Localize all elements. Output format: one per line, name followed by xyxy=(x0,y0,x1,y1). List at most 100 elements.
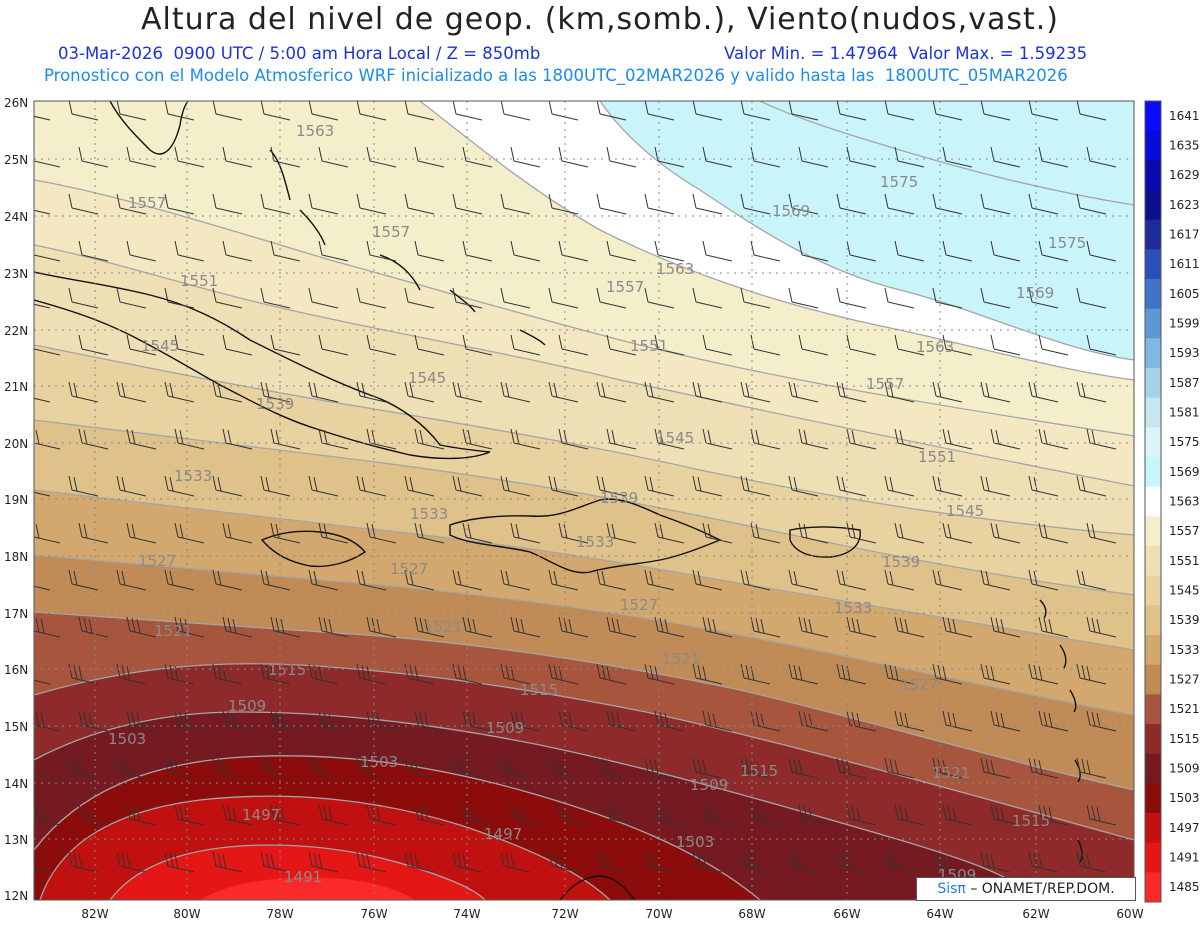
wind-barb xyxy=(34,805,61,826)
wind-barb xyxy=(452,475,483,497)
colorbar-swatch xyxy=(1145,635,1161,666)
wind-barb xyxy=(308,569,339,591)
colorbar-label: 1509 xyxy=(1169,762,1200,776)
bahamas-islands xyxy=(269,149,546,346)
contour-label: 1491 xyxy=(284,868,322,886)
wind-barb xyxy=(548,569,579,591)
contour-label: 1563 xyxy=(296,122,334,140)
wind-barb xyxy=(404,663,435,685)
wind-barb xyxy=(270,334,301,356)
wind-barb xyxy=(788,287,819,309)
wind-barb xyxy=(452,101,483,121)
wind-barb xyxy=(404,475,435,497)
wind-barb xyxy=(404,569,435,591)
wind-barb xyxy=(164,663,195,685)
wind-barb xyxy=(788,193,819,215)
wind-barb xyxy=(894,522,925,544)
wind-barb xyxy=(846,146,877,168)
wind-barb xyxy=(174,804,205,826)
colorbar-label: 1563 xyxy=(1169,495,1200,509)
wind-barb xyxy=(750,146,781,168)
wind-barb xyxy=(356,851,387,873)
contour-label: 1521 xyxy=(932,764,970,782)
wind-barb xyxy=(510,146,541,168)
wind-barb xyxy=(500,475,531,497)
wind-barb xyxy=(846,334,877,356)
contour-label: 1539 xyxy=(882,553,920,571)
wind-barb xyxy=(260,569,291,591)
wind-barb xyxy=(894,804,925,826)
wind-barb xyxy=(126,334,157,356)
contour-label: 1533 xyxy=(174,467,212,485)
wind-barb xyxy=(596,663,627,685)
wind-barb xyxy=(932,287,963,309)
colorbar-swatch xyxy=(1145,368,1161,399)
lat-label: 20N xyxy=(4,437,28,451)
wind-barb xyxy=(692,193,723,215)
wind-barb xyxy=(174,334,205,356)
colorbar-swatch xyxy=(1145,338,1161,369)
wind-barb xyxy=(270,804,301,826)
contour-label: 1515 xyxy=(268,661,306,679)
wind-barb xyxy=(884,851,915,873)
contour-label: 1497 xyxy=(484,825,522,843)
wind-barb xyxy=(644,757,675,779)
wind-barb xyxy=(1038,804,1069,826)
wind-barb xyxy=(798,428,829,450)
wind-barb xyxy=(596,101,627,121)
wind-barb xyxy=(1086,804,1117,826)
colorbar-swatch xyxy=(1145,427,1161,458)
contour-label: 1533 xyxy=(834,599,872,617)
wind-barb xyxy=(606,804,637,826)
wind-barb xyxy=(846,522,877,544)
wind-barb xyxy=(500,569,531,591)
wind-barb xyxy=(164,475,195,497)
wind-barb xyxy=(260,193,291,215)
wind-barb xyxy=(654,428,685,450)
wind-barb xyxy=(644,475,675,497)
contour-label: 1515 xyxy=(1012,812,1050,830)
colorbar-label: 1575 xyxy=(1169,435,1200,449)
wind-barb xyxy=(884,101,915,121)
wind-barb xyxy=(68,101,99,121)
wind-barb xyxy=(270,710,301,732)
colorbar-label: 1569 xyxy=(1169,465,1200,479)
contour-label: 1503 xyxy=(360,753,398,771)
wind-barb xyxy=(366,710,397,732)
colorbar-swatch xyxy=(1145,664,1161,695)
wind-barb xyxy=(366,804,397,826)
wind-barb xyxy=(414,710,445,732)
wind-barb xyxy=(644,381,675,403)
wind-barb xyxy=(68,475,99,497)
wind-barb xyxy=(356,475,387,497)
wind-barb xyxy=(452,663,483,685)
wind-barb xyxy=(366,616,397,638)
wind-barb xyxy=(836,381,867,403)
wind-barb xyxy=(356,569,387,591)
wind-barb xyxy=(1076,757,1107,779)
wind-barb xyxy=(1028,757,1059,779)
wind-barb xyxy=(308,757,339,779)
colorbar-label: 1503 xyxy=(1169,791,1200,805)
wind-barb xyxy=(1038,616,1069,638)
wind-barb xyxy=(414,804,445,826)
wind-barb xyxy=(1038,146,1069,168)
wind-barb xyxy=(942,334,973,356)
colorbar-swatch xyxy=(1145,101,1161,132)
wind-barb xyxy=(692,757,723,779)
wind-barb xyxy=(34,346,61,356)
contour-label: 1557 xyxy=(866,375,904,393)
wind-barb xyxy=(702,428,733,450)
colorbar-swatch xyxy=(1145,842,1161,873)
wind-barb xyxy=(884,569,915,591)
colorbar-swatch xyxy=(1145,457,1161,488)
wind-barb xyxy=(1076,101,1107,121)
wind-barb xyxy=(1086,710,1117,732)
wind-barb xyxy=(414,240,445,262)
wind-barb xyxy=(894,616,925,638)
wind-barb xyxy=(500,851,531,873)
wind-barb xyxy=(942,710,973,732)
wind-barb xyxy=(836,569,867,591)
lon-label: 64W xyxy=(926,907,953,921)
wind-barb xyxy=(1028,287,1059,309)
